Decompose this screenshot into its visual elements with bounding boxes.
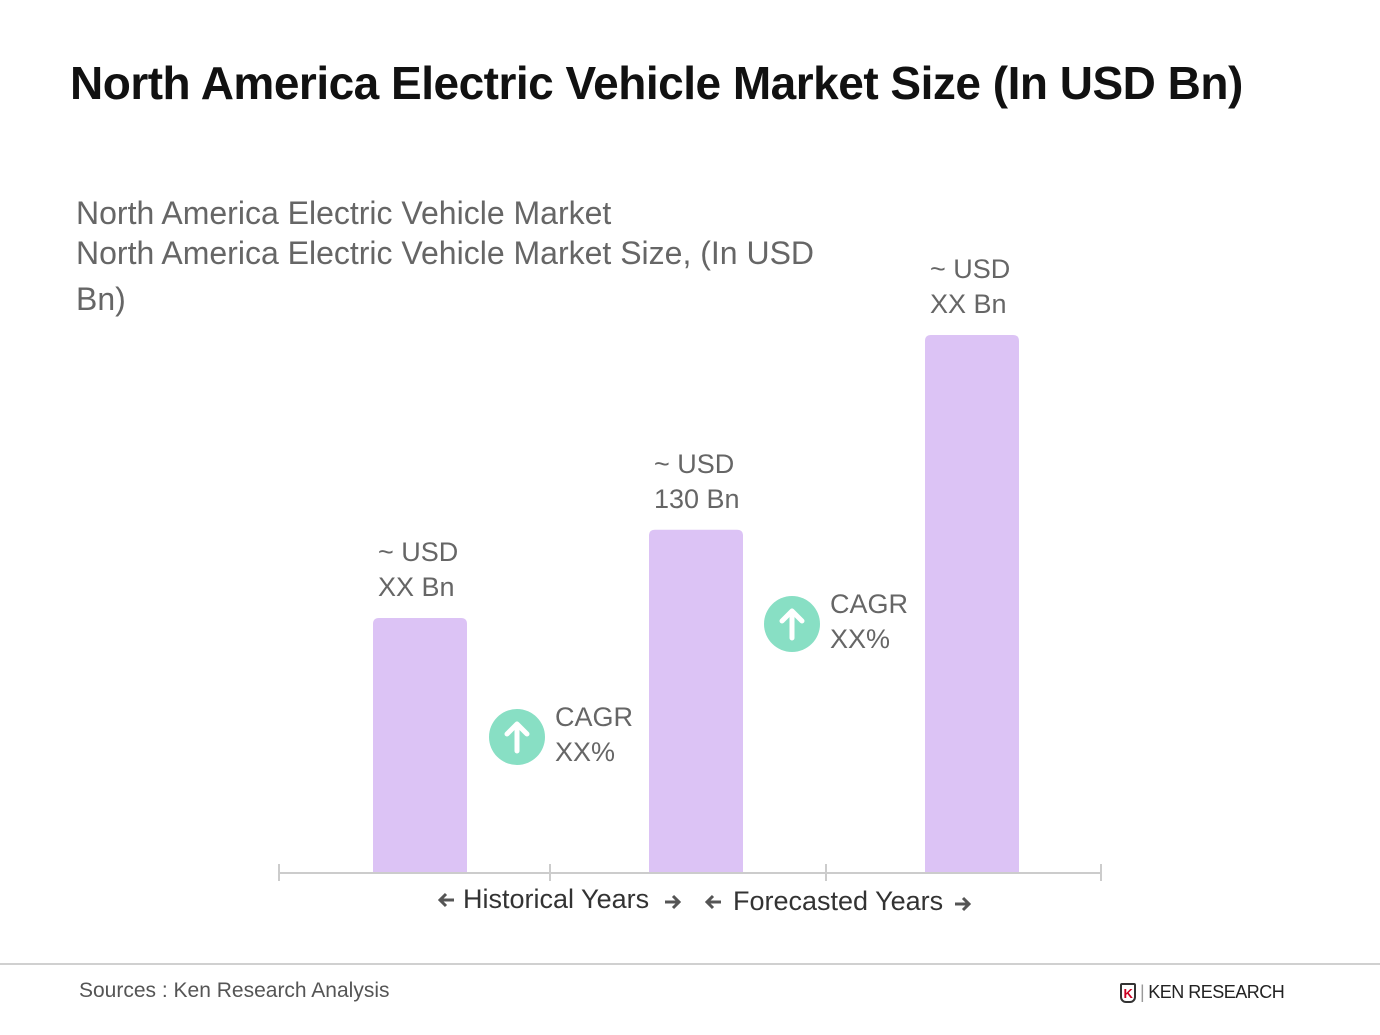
arrow-left-icon (704, 894, 721, 910)
chart-subtitle-2: North America Electric Vehicle Market Si… (76, 235, 815, 271)
period-label: Forecasted Years (733, 886, 943, 916)
arrow-up-glyph (779, 608, 805, 641)
arrow-left-icon (437, 892, 454, 908)
logo-text: KEN RESEARCH (1148, 982, 1285, 1002)
cagr-label: XX% (830, 624, 890, 654)
data-label: ~ USD (378, 537, 458, 567)
logo-separator: | (1140, 982, 1145, 1002)
cagr-label: CAGR (555, 702, 633, 732)
data-label: 130 Bn (654, 484, 740, 514)
chart-subtitle-3: Bn) (76, 281, 126, 317)
data-label: XX Bn (930, 289, 1007, 319)
arrow-up-glyph (504, 721, 530, 754)
bar (925, 335, 1019, 872)
arrow-right-icon (955, 896, 972, 912)
data-label: ~ USD (930, 254, 1010, 284)
arrow-right-icon (665, 894, 682, 910)
logo-icon: K (1120, 982, 1136, 1003)
cagr-label: CAGR (830, 589, 908, 619)
cagr-label: XX% (555, 737, 615, 767)
chart-subtitle: North America Electric Vehicle Market (76, 195, 612, 231)
ken-research-logo: K | KEN RESEARCH (1120, 982, 1285, 1003)
page-title: North America Electric Vehicle Market Si… (70, 57, 1243, 109)
bar (649, 529, 743, 872)
footer-divider (0, 963, 1380, 965)
data-label: XX Bn (378, 572, 455, 602)
data-label: ~ USD (654, 449, 734, 479)
bar (373, 617, 467, 872)
period-label: Historical Years (463, 884, 649, 914)
bar-chart: ~ USD XX Bn ~ USD 130 Bn ~ USD XX Bn CAGR XX% CA… (278, 254, 1102, 916)
source-text: Sources : Ken Research Analysis (79, 979, 390, 1002)
